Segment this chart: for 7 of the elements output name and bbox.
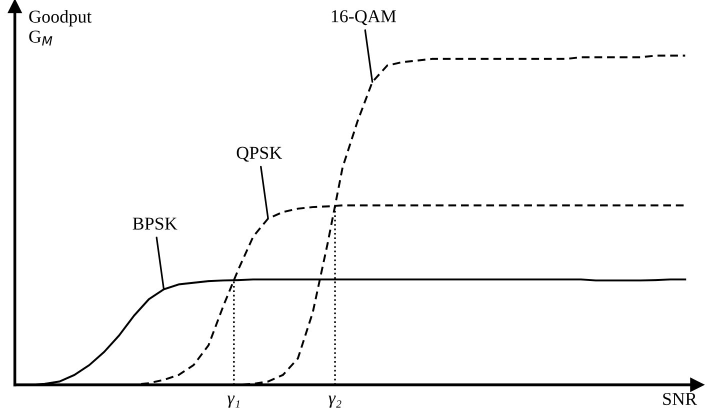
text: QPSK [236, 146, 282, 162]
y-axis-title: Goodput G$_{M}$ [29, 10, 92, 46]
text: BPSK [132, 218, 178, 230]
x-axis-title: SNR [663, 392, 698, 406]
text: 16-QAM [332, 10, 396, 26]
text: γ₁ [228, 396, 240, 408]
text: γ₂ [328, 396, 342, 408]
